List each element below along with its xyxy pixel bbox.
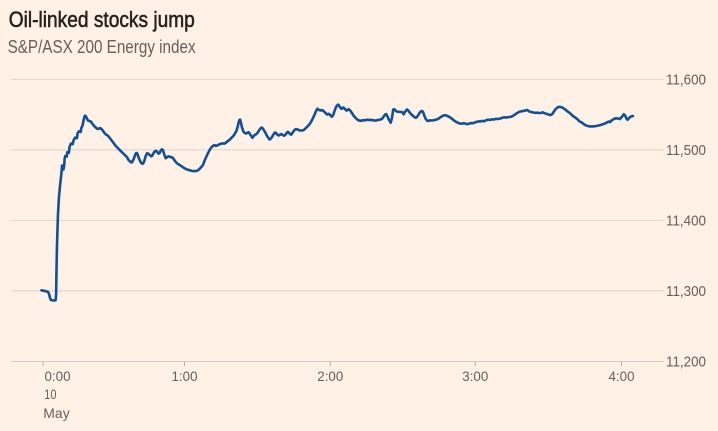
svg-text:4:00: 4:00 xyxy=(609,368,635,384)
svg-text:10: 10 xyxy=(44,386,56,402)
svg-text:May: May xyxy=(43,405,69,421)
svg-text:S&P/ASX 200 Energy index: S&P/ASX 200 Energy index xyxy=(8,37,196,57)
svg-text:Oil-linked stocks jump: Oil-linked stocks jump xyxy=(9,7,195,32)
svg-text:3:00: 3:00 xyxy=(462,368,488,384)
svg-text:1:00: 1:00 xyxy=(172,368,198,384)
svg-text:0:00: 0:00 xyxy=(45,368,71,384)
svg-text:11,200: 11,200 xyxy=(666,355,706,371)
svg-text:11,300: 11,300 xyxy=(666,284,706,300)
svg-text:2:00: 2:00 xyxy=(317,368,343,384)
svg-text:11,500: 11,500 xyxy=(666,143,706,159)
svg-text:11,400: 11,400 xyxy=(666,214,706,230)
svg-text:11,600: 11,600 xyxy=(666,72,706,88)
